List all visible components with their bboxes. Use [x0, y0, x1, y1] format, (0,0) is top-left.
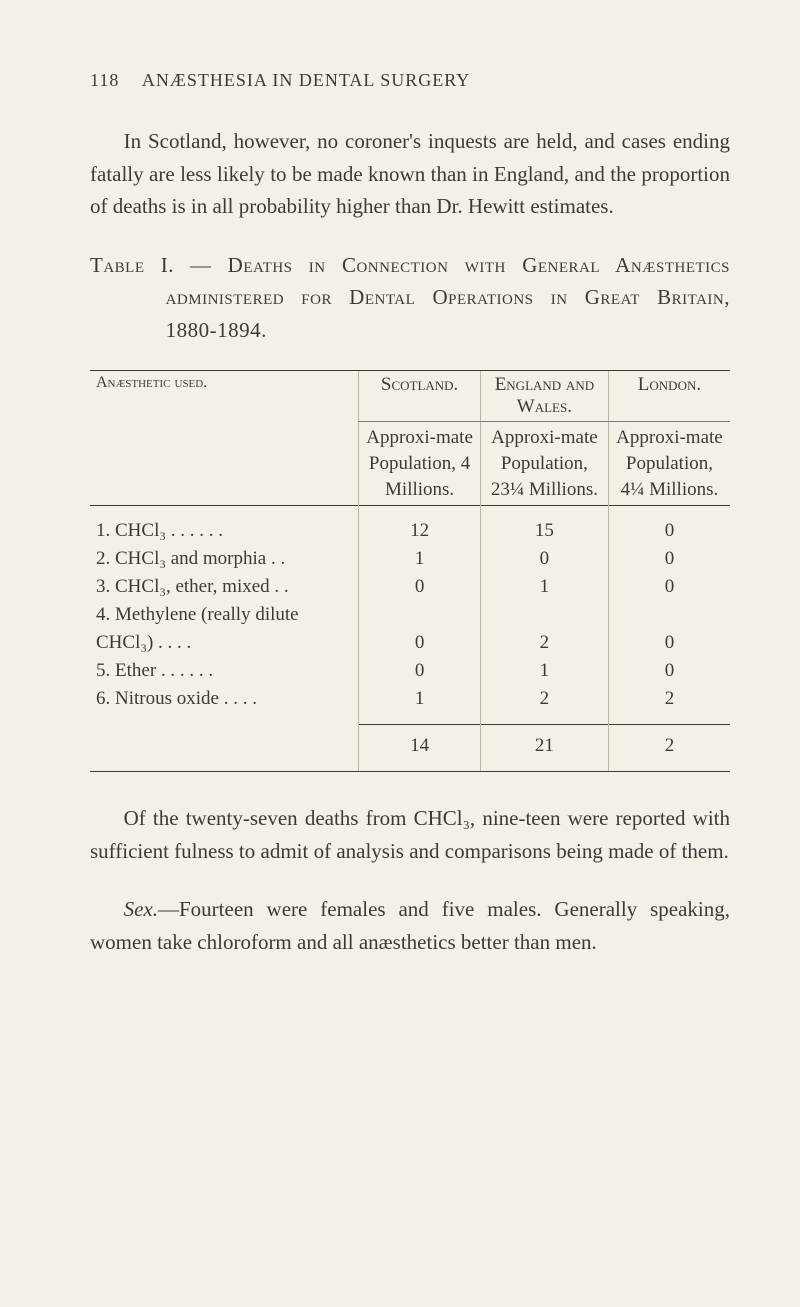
table-row: 1. CHCl₃ . . . . . . 12 15 0	[90, 506, 730, 546]
row-label: 2. CHCl₃ and morphia . .	[90, 545, 359, 573]
table-row: CHCl₃) . . . . 0 2 0	[90, 629, 730, 657]
col-head-scotland: Scotland.	[359, 371, 481, 422]
row-label: CHCl₃) . . . .	[90, 629, 359, 657]
header-row-1: Anæsthetic used. Scotland. England and W…	[90, 371, 730, 422]
page-number: 118	[90, 70, 119, 90]
subhead-england: Approxi‑mate Population, 23¼ Millions.	[480, 422, 608, 506]
subhead-scotland: Approxi‑mate Population, 4 Millions.	[359, 422, 481, 506]
row-label: 1. CHCl₃ . . . . . .	[90, 506, 359, 546]
cell: 12	[359, 506, 481, 546]
cell: 1	[359, 685, 481, 725]
table-row: 5. Ether . . . . . . 0 1 0	[90, 657, 730, 685]
stub-heading: Anæsthetic used.	[90, 371, 359, 506]
para-lead-italic: Sex.	[124, 897, 158, 921]
running-head: 118 ANÆSTHESIA IN DENTAL SURGERY	[90, 70, 730, 91]
col-head-england: England and Wales.	[480, 371, 608, 422]
table-row: 3. CHCl₃, ether, mixed . . 0 1 0	[90, 573, 730, 601]
deaths-table: Anæsthetic used. Scotland. England and W…	[90, 370, 730, 772]
cell	[608, 601, 730, 629]
table-row: 4. Methylene (really dilute	[90, 601, 730, 629]
cell: 0	[480, 545, 608, 573]
row-label: 3. CHCl₃, ether, mixed . .	[90, 573, 359, 601]
row-label: 5. Ether . . . . . .	[90, 657, 359, 685]
col-head-london: London.	[608, 371, 730, 422]
row-label: 4. Methylene (really dilute	[90, 601, 359, 629]
total-london: 2	[608, 725, 730, 772]
running-title: ANÆSTHESIA IN DENTAL SURGERY	[142, 70, 470, 90]
para-rest: —Fourteen were females and five males. G…	[90, 897, 730, 954]
cell: 0	[608, 573, 730, 601]
scanned-book-page: 118 ANÆSTHESIA IN DENTAL SURGERY In Scot…	[0, 0, 800, 1307]
table-row: 6. Nitrous oxide . . . . 1 2 2	[90, 685, 730, 725]
paragraph-analysis: Of the twenty‑seven deaths from CHCl₃, n…	[90, 802, 730, 867]
cell: 0	[608, 629, 730, 657]
paragraph-intro: In Scotland, however, no coroner's inque…	[90, 125, 730, 223]
total-england: 21	[480, 725, 608, 772]
cell: 0	[608, 657, 730, 685]
cell: 1	[359, 545, 481, 573]
cell: 2	[480, 629, 608, 657]
cell	[359, 601, 481, 629]
cell	[480, 601, 608, 629]
cell: 0	[359, 573, 481, 601]
cell: 2	[608, 685, 730, 725]
cell: 1	[480, 573, 608, 601]
totals-stub	[90, 725, 359, 772]
paragraph-sex: Sex.—Fourteen were females and five male…	[90, 893, 730, 958]
closing-paragraphs: Of the twenty‑seven deaths from CHCl₃, n…	[90, 802, 730, 958]
totals-row: 14 21 2	[90, 725, 730, 772]
row-label: 6. Nitrous oxide . . . .	[90, 685, 359, 725]
cell: 0	[359, 657, 481, 685]
cell: 0	[608, 506, 730, 546]
cell: 2	[480, 685, 608, 725]
table-row: 2. CHCl₃ and morphia . . 1 0 0	[90, 545, 730, 573]
cell: 0	[608, 545, 730, 573]
cell: 15	[480, 506, 608, 546]
cell: 0	[359, 629, 481, 657]
caption-lead: Table I.	[90, 253, 174, 277]
total-scotland: 14	[359, 725, 481, 772]
table: Anæsthetic used. Scotland. England and W…	[90, 370, 730, 772]
cell: 1	[480, 657, 608, 685]
table-caption: Table I. — Deaths in Connection with Gen…	[90, 249, 730, 347]
caption-body: — Deaths in Connection with General Anæs…	[166, 253, 730, 342]
subhead-london: Approxi‑mate Population, 4¼ Millions.	[608, 422, 730, 506]
